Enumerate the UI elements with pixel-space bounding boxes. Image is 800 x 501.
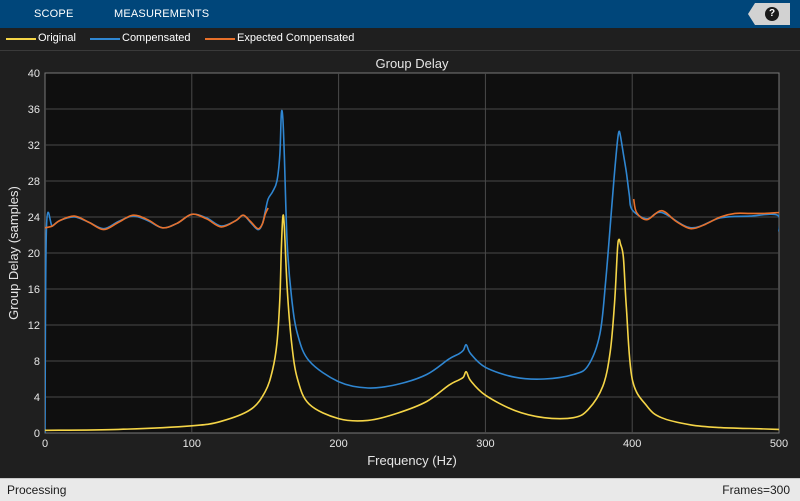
legend-swatch-original	[6, 38, 36, 40]
y-tick-label-16: 16	[28, 284, 40, 296]
status-bar: Processing Frames=300	[0, 478, 800, 501]
chart-title: Group Delay	[376, 56, 449, 71]
y-tick-label-24: 24	[28, 212, 40, 224]
y-axis-label: Group Delay (samples)	[6, 186, 21, 320]
y-tick-label-20: 20	[28, 248, 40, 260]
y-tick-label-8: 8	[34, 356, 40, 368]
group-delay-chart[interactable]: 0 100 200 300 400 500 0 4 8 12 16 20 24 28 32 36 40 Grou…	[0, 50, 800, 477]
toolstrip: SCOPE MEASUREMENTS ?	[0, 0, 800, 28]
status-text: Processing	[7, 483, 67, 497]
x-tick-label-200: 200	[329, 438, 347, 450]
series-line-expected-compensated-1	[632, 198, 779, 230]
question-icon[interactable]: ?	[765, 7, 779, 21]
series-line-expected-compensated-0	[45, 207, 269, 231]
x-tick-label-100: 100	[183, 438, 201, 450]
grid	[45, 73, 779, 433]
x-axis-label: Frequency (Hz)	[367, 453, 457, 468]
help-button[interactable]: ?	[748, 3, 790, 25]
legend-swatch-compensated	[90, 38, 120, 40]
series-lines	[45, 109, 779, 433]
tab-measurements[interactable]: MEASUREMENTS	[114, 8, 210, 20]
tab-scope[interactable]: SCOPE	[34, 8, 74, 20]
x-tick-label-500: 500	[770, 438, 788, 450]
legend-swatch-expected-compensated	[205, 38, 235, 40]
frame-count: Frames=300	[722, 483, 790, 497]
tick-labels: 0 100 200 300 400 500 0 4 8 12 16 20 24 28 32 36 40	[28, 68, 788, 450]
y-tick-label-4: 4	[34, 392, 40, 404]
series-line-original	[45, 214, 779, 432]
y-tick-label-36: 36	[28, 104, 40, 116]
y-tick-label-40: 40	[28, 68, 40, 80]
y-tick-label-12: 12	[28, 320, 40, 332]
legend-label-original: Original	[38, 32, 76, 44]
legend-label-compensated: Compensated	[122, 32, 191, 44]
y-tick-label-28: 28	[28, 176, 40, 188]
x-tick-label-400: 400	[623, 438, 641, 450]
x-tick-label-300: 300	[476, 438, 494, 450]
y-tick-label-32: 32	[28, 140, 40, 152]
y-tick-label-0: 0	[34, 428, 40, 440]
x-tick-label-0: 0	[42, 438, 48, 450]
legend: Original Compensated Expected Compensate…	[0, 28, 800, 51]
legend-label-expected-compensated: Expected Compensated	[237, 32, 355, 44]
